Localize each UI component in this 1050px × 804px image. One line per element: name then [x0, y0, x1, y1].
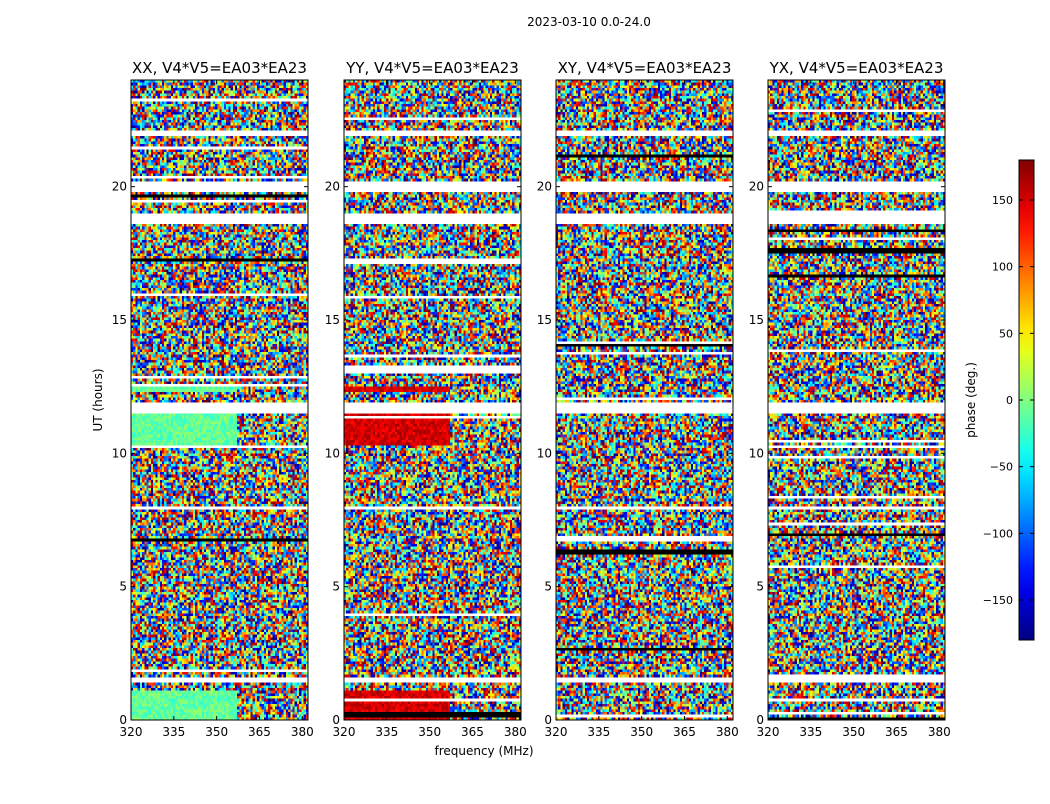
y-tick-label: 0 — [544, 713, 552, 727]
x-tick-label: 320 — [333, 725, 356, 739]
x-tick-label: 350 — [205, 725, 228, 739]
y-tick-label: 15 — [325, 313, 340, 327]
x-tick-label: 380 — [928, 725, 951, 739]
x-tick-label: 335 — [587, 725, 610, 739]
x-tick-label: 350 — [630, 725, 653, 739]
phase-heatmap — [344, 80, 521, 720]
y-tick-label: 20 — [749, 180, 764, 194]
phase-heatmap — [556, 80, 733, 720]
x-tick-label: 335 — [375, 725, 398, 739]
y-tick-label: 5 — [119, 580, 127, 594]
plot-frame — [555, 79, 734, 721]
x-tick-label: 365 — [461, 725, 484, 739]
x-tick-label: 380 — [716, 725, 739, 739]
x-tick-label: 350 — [418, 725, 441, 739]
colorbar-tick-label: −50 — [990, 461, 1013, 474]
panel-title: XX, V4*V5=EA03*EA23 — [132, 59, 307, 77]
phase-heatmap — [768, 80, 945, 720]
y-tick-label: 0 — [119, 713, 127, 727]
x-axis-label: frequency (MHz) — [434, 744, 533, 758]
colorbar-label: phase (deg.) — [964, 362, 978, 438]
panel-title: YY, V4*V5=EA03*EA23 — [345, 59, 519, 77]
panel-xx: XX, V4*V5=EA03*EA23 320 335 350 365 380 0 5 10 15… — [112, 59, 314, 739]
y-tick-label: 0 — [332, 713, 340, 727]
y-tick-label: 10 — [325, 446, 340, 460]
y-tick-label: 10 — [749, 446, 764, 460]
panel-yy: YY, V4*V5=EA03*EA23 320 335 350 365 380 0 5 10 15… — [325, 59, 527, 739]
colorbar-tick-label: 150 — [992, 194, 1013, 207]
y-tick-label: 5 — [332, 580, 340, 594]
plot-frame — [767, 79, 946, 721]
y-tick-label: 15 — [749, 313, 764, 327]
panel-yx: YX, V4*V5=EA03*EA23 320 335 350 365 380 0 5 10 15… — [749, 59, 951, 739]
y-axis-label: UT (hours) — [91, 368, 105, 431]
phase-heatmap — [131, 80, 308, 720]
colorbar-tick-label: 50 — [999, 327, 1013, 340]
plot-frame — [130, 79, 309, 721]
figure-suptitle: 2023-03-10 0.0-24.0 — [527, 15, 651, 29]
panel-xy: XY, V4*V5=EA03*EA23 320 335 350 365 380 0 5 10 15… — [537, 59, 739, 739]
y-tick-label: 15 — [112, 313, 127, 327]
y-tick-label: 20 — [537, 180, 552, 194]
x-tick-label: 380 — [504, 725, 527, 739]
y-tick-label: 10 — [537, 446, 552, 460]
y-tick-label: 10 — [112, 446, 127, 460]
y-tick-label: 0 — [756, 713, 764, 727]
x-tick-label: 350 — [842, 725, 865, 739]
y-tick-label: 15 — [537, 313, 552, 327]
y-tick-label: 20 — [112, 180, 127, 194]
y-tick-label: 5 — [544, 580, 552, 594]
y-tick-label: 20 — [325, 180, 340, 194]
colorbar-tick-label: −150 — [983, 594, 1013, 607]
x-tick-label: 380 — [291, 725, 314, 739]
y-tick-label: 5 — [756, 580, 764, 594]
plot-frame — [343, 79, 522, 721]
x-tick-label: 335 — [799, 725, 822, 739]
x-tick-label: 320 — [757, 725, 780, 739]
colorbar-tick-label: −100 — [983, 527, 1013, 540]
x-tick-label: 335 — [162, 725, 185, 739]
colorbar-tick-label: 100 — [992, 261, 1013, 274]
colorbar-tick-label: 0 — [1006, 394, 1013, 407]
x-tick-label: 320 — [545, 725, 568, 739]
x-tick-label: 365 — [673, 725, 696, 739]
colorbar: −150 −100 −50 0 50 100 150 phase (deg.) — [964, 159, 1035, 641]
x-tick-label: 365 — [885, 725, 908, 739]
x-tick-label: 365 — [248, 725, 271, 739]
panel-title: XY, V4*V5=EA03*EA23 — [558, 59, 732, 77]
x-tick-label: 320 — [120, 725, 143, 739]
panels-group: XX, V4*V5=EA03*EA23 320 335 350 365 380 0 5 10 15… — [112, 59, 951, 739]
panel-title: YX, V4*V5=EA03*EA23 — [769, 59, 944, 77]
